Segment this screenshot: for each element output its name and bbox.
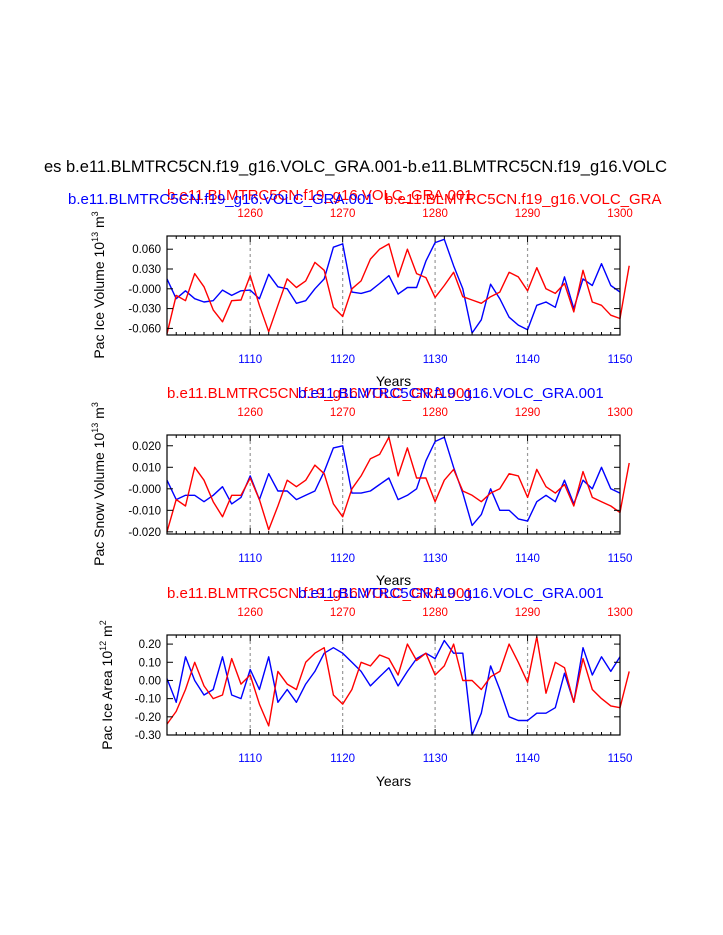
x-tick-label-bottom: 1130 — [423, 753, 448, 765]
y-tick-label: 0.20 — [139, 639, 161, 651]
chart-title-red: b.e11.BLMTRC5CN.f19_g16.VOLC_GRA.001 — [167, 585, 473, 602]
chart-title-red: b.e11.BLMTRC5CN.f19_g16.VOLC_GRA.001 — [167, 187, 473, 204]
x-tick-label-top: 1280 — [422, 208, 448, 220]
chart-panel-3: -0.30 -0.20 -0.10 0.00 0.10 0.20 1110 1120 1130 1… — [98, 585, 633, 789]
page-title: es b.e11.BLMTRC5CN.f19_g16.VOLC_GRA.001-… — [44, 158, 667, 176]
x-tick-label-top: 1260 — [237, 407, 263, 419]
x-tick-label-bottom: 1110 — [238, 753, 262, 765]
x-tick-label-bottom: 1120 — [330, 553, 355, 565]
y-tick-label: 0.020 — [132, 441, 161, 453]
x-tick-label-bottom: 1120 — [330, 753, 355, 765]
y-tick-label: -0.20 — [135, 712, 161, 724]
chart-panel-2: -0.020 -0.010 -0.000 0.010 0.020 1110 1120 1130… — [90, 385, 633, 588]
x-tick-label-top: 1300 — [607, 607, 633, 619]
plot-frame — [166, 634, 621, 736]
x-tick-label-top: 1270 — [330, 407, 356, 419]
x-tick-label-top: 1300 — [607, 407, 633, 419]
x-tick-label-bottom: 1150 — [608, 354, 633, 366]
x-axis-label: Years — [376, 572, 411, 588]
x-axis-label: Years — [376, 773, 411, 789]
plot-frame — [166, 434, 621, 535]
y-tick-label: -0.030 — [128, 304, 161, 316]
x-tick-label-bottom: 1140 — [515, 354, 540, 366]
series-line-blue — [166, 639, 621, 736]
chart-title-blue: b.e11.BLMTRC5CN.f19_g16.VOLC_GRA.001 — [298, 585, 604, 602]
x-tick-label-top: 1280 — [422, 407, 448, 419]
y-tick-label: 0.060 — [132, 244, 161, 256]
y-tick-label: -0.000 — [128, 484, 161, 496]
x-tick-label-top: 1260 — [237, 208, 263, 220]
y-axis-label: Pac Snow Volume 1013 m3 — [90, 402, 107, 566]
x-tick-label-bottom: 1130 — [423, 354, 448, 366]
plot-frame — [166, 235, 621, 336]
y-axis-label: Pac Ice Area 1012 m2 — [98, 620, 115, 749]
y-tick-label: 0.10 — [139, 657, 161, 669]
x-axis-label: Years — [376, 373, 411, 389]
x-tick-label-bottom: 1150 — [608, 753, 633, 765]
y-tick-label: -0.000 — [128, 284, 161, 296]
x-tick-label-bottom: 1110 — [238, 553, 262, 565]
x-tick-label-bottom: 1140 — [515, 553, 540, 565]
x-tick-label-top: 1290 — [515, 208, 541, 220]
y-axis-label: Pac Ice Volume 1013 m3 — [90, 211, 107, 358]
y-tick-label: -0.10 — [135, 694, 161, 706]
y-tick-label: -0.010 — [128, 505, 161, 517]
series-line-red — [166, 243, 630, 334]
x-tick-label-top: 1270 — [330, 607, 356, 619]
chart-title-red-ghost: b.e11.BLMTRC5CN.f19_g16.VOLC_GRA — [385, 191, 662, 208]
x-tick-label-bottom: 1140 — [515, 753, 540, 765]
series-line-blue — [166, 238, 621, 334]
chart-panel-1: -0.060 -0.030 -0.000 0.030 0.060 1110 1120 1130… — [68, 187, 662, 389]
x-tick-label-bottom: 1150 — [608, 553, 633, 565]
chart-title-red: b.e11.BLMTRC5CN.f19_g16.VOLC_GRA.001 — [167, 385, 473, 402]
x-tick-label-bottom: 1110 — [238, 354, 262, 366]
x-tick-label-bottom: 1120 — [330, 354, 355, 366]
series-line-red — [166, 636, 630, 727]
chart-title-blue: b.e11.BLMTRC5CN.f19_g16.VOLC_GRA.001 — [68, 191, 374, 208]
x-tick-label-top: 1280 — [422, 607, 448, 619]
y-tick-label: 0.030 — [132, 264, 161, 276]
x-tick-label-top: 1290 — [515, 607, 541, 619]
x-tick-label-top: 1270 — [330, 208, 356, 220]
x-tick-label-top: 1290 — [515, 407, 541, 419]
chart-title-blue: b.e11.BLMTRC5CN.f19_g16.VOLC_GRA.001 — [298, 385, 604, 402]
y-tick-label: -0.020 — [128, 527, 161, 539]
y-tick-label: -0.30 — [135, 730, 161, 742]
y-tick-label: -0.060 — [128, 323, 161, 335]
x-tick-label-bottom: 1130 — [423, 553, 448, 565]
y-tick-label: 0.010 — [132, 462, 161, 474]
y-tick-label: 0.00 — [139, 675, 161, 687]
series-line-blue — [166, 436, 621, 527]
x-tick-label-top: 1300 — [607, 208, 633, 220]
series-line-red — [166, 436, 630, 532]
x-tick-label-top: 1260 — [237, 607, 263, 619]
